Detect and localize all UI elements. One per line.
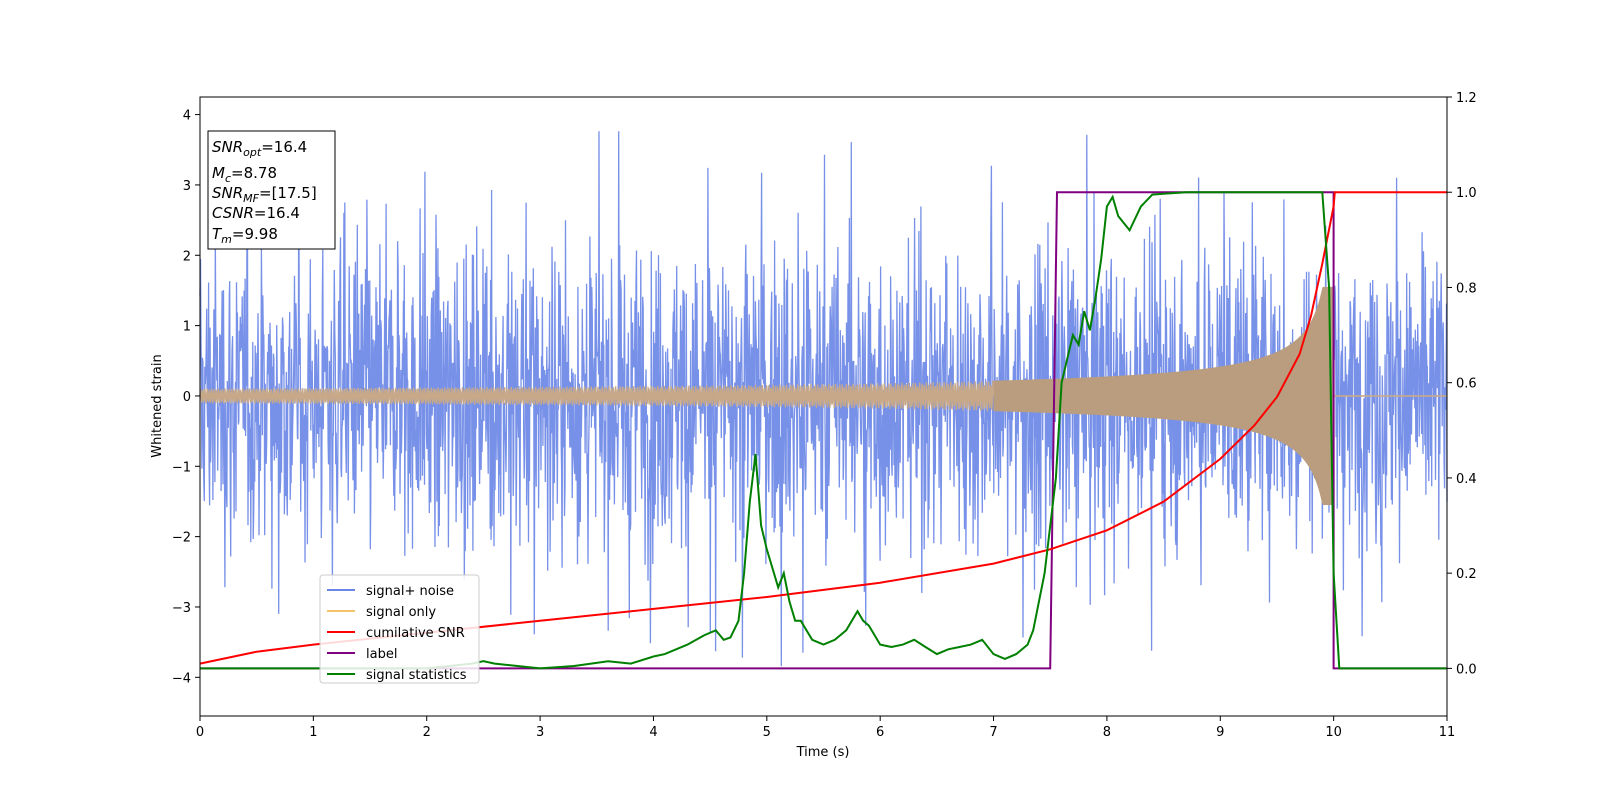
- y-tick-label: 0: [183, 390, 191, 405]
- info-tm: Tm=9.98: [212, 225, 278, 246]
- x-tick-label: 3: [536, 725, 544, 740]
- plot-frame: [199, 96, 1448, 717]
- x-tick-label: 7: [989, 725, 997, 740]
- legend: signal+ noise signal only cumilative SNR la…: [319, 574, 480, 684]
- signal-only-envelope: [993, 286, 1334, 505]
- y-tick-label: 1: [183, 320, 191, 335]
- info-snr-mf: SNRMF=[17.5]: [212, 184, 317, 205]
- legend-label: signal only: [366, 605, 436, 620]
- x-tick-label: 6: [876, 725, 884, 740]
- info-mc: Mc=8.78: [212, 164, 277, 185]
- legend-label: signal statistics: [366, 668, 467, 683]
- info-snr-opt: SNRopt=16.4: [212, 138, 307, 159]
- y-tick-label: −2: [172, 531, 191, 546]
- y2-tick-label: 0.2: [1456, 567, 1477, 582]
- info-box: SNRopt=16.4 Mc=8.78 SNRMF=[17.5] CSNR=16…: [207, 130, 336, 250]
- x-tick-label: 11: [1439, 725, 1456, 740]
- signal-only-line: [199, 380, 995, 412]
- y2-tick-label: 0.6: [1456, 377, 1477, 392]
- y-axis-left: −4 −3 −2 −1 0 1 2 3 4: [172, 109, 200, 686]
- y2-tick-label: 0.4: [1456, 472, 1477, 487]
- x-tick-label: 0: [196, 725, 204, 740]
- y-tick-label: 2: [183, 249, 191, 264]
- legend-label: label: [366, 647, 397, 662]
- x-tick-label: 10: [1325, 725, 1342, 740]
- info-box-frame: [207, 130, 336, 250]
- legend-label: signal+ noise: [366, 584, 454, 599]
- x-tick-label: 4: [649, 725, 657, 740]
- y2-tick-label: 1.2: [1456, 91, 1477, 106]
- legend-items: signal+ noise signal only cumilative SNR la…: [327, 584, 467, 683]
- signal-only-series: [199, 286, 1447, 505]
- y-tick-label: 4: [183, 109, 191, 124]
- y-axis-label: Whitened strain: [150, 354, 165, 457]
- x-tick-label: 9: [1216, 725, 1224, 740]
- x-tick-label: 1: [309, 725, 317, 740]
- x-axis: 0 1 2 3 4 5 6 7 8 9 10 11: [196, 716, 1455, 740]
- x-tick-label: 5: [763, 725, 771, 740]
- x-tick-label: 2: [423, 725, 431, 740]
- y-axis-right: 0.0 0.2 0.4 0.6 0.8 1.0 1.2: [1447, 91, 1477, 677]
- legend-frame: [319, 574, 480, 684]
- x-tick-label: 8: [1103, 725, 1111, 740]
- legend-label: cumilative SNR: [366, 626, 465, 641]
- y-tick-label: −3: [172, 601, 191, 616]
- signal-statistics-line: [200, 191, 1447, 670]
- y-tick-label: −1: [172, 460, 191, 475]
- info-csnr: CSNR=16.4: [212, 204, 300, 222]
- y-tick-label: −4: [172, 671, 191, 686]
- y-tick-label: 3: [183, 179, 191, 194]
- y2-tick-label: 1.0: [1456, 186, 1477, 201]
- y2-tick-label: 0.8: [1456, 281, 1477, 296]
- y2-tick-label: 0.0: [1456, 662, 1477, 677]
- x-axis-label: Time (s): [796, 745, 850, 760]
